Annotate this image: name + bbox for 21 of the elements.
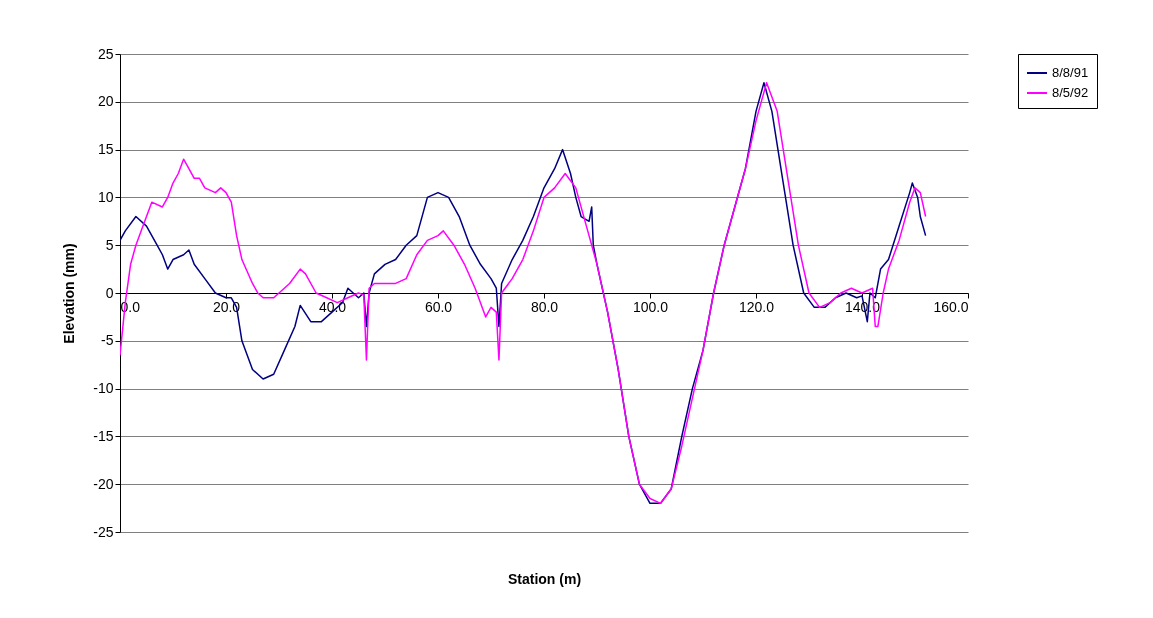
x-tick-label: 60.0 — [424, 298, 453, 315]
legend-label: 8/8/91 — [1052, 65, 1089, 80]
y-tick-label: -25 — [93, 523, 114, 540]
y-tick-label: 5 — [105, 236, 114, 253]
y-axis-title: Elevation (mm) — [61, 243, 78, 344]
x-axis-title: Station (m) — [507, 570, 582, 587]
x-tick-label: 120.0 — [738, 298, 775, 315]
x-tick-label: 100.0 — [632, 298, 669, 315]
y-tick-label: -20 — [93, 475, 114, 492]
line-series — [120, 81, 927, 505]
y-tick-label: 0 — [105, 284, 114, 301]
y-tick-label: 25 — [97, 45, 114, 62]
legend-label: 8/5/92 — [1052, 85, 1089, 100]
y-tick-label: 10 — [97, 188, 114, 205]
y-tick-label: -10 — [93, 380, 114, 397]
y-tick-label: 20 — [97, 93, 114, 110]
y-tick-label: -5 — [101, 332, 114, 349]
y-tick-label: -15 — [93, 427, 114, 444]
y-tick-label: 15 — [97, 141, 114, 158]
x-tick-label: 80.0 — [530, 298, 559, 315]
x-tick-label: 160.0 — [933, 298, 969, 315]
